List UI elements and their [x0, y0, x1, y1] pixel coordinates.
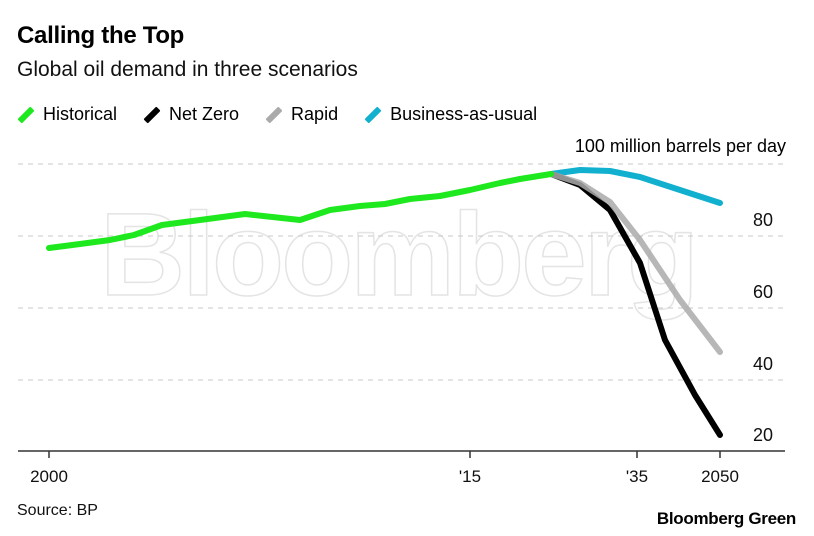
- gridlines: [18, 163, 785, 381]
- brand-logo: Bloomberg Green: [656, 509, 796, 528]
- rapid-line: [548, 171, 723, 355]
- legend-item-rapid: Rapid: [265, 104, 338, 125]
- x-tick-2000: 2000: [30, 467, 68, 486]
- legend-item-net-zero: Net Zero: [143, 104, 239, 125]
- business-as-usual-line: [548, 167, 723, 206]
- legend-label: Net Zero: [169, 104, 240, 124]
- chart-title: Calling the Top: [17, 22, 185, 49]
- y-tick-60: 60: [753, 282, 773, 302]
- historical-line: [46, 171, 554, 251]
- legend-label: Historical: [43, 104, 118, 124]
- legend-item-business-as-usual: Business-as-usual: [364, 104, 537, 125]
- chart-subtitle: Global oil demand in three scenarios: [17, 58, 358, 81]
- legend: Historical Net Zero Rapid Business-as-us…: [17, 104, 563, 125]
- source-note: Source: BP: [17, 502, 98, 519]
- legend-label: Rapid: [291, 104, 339, 124]
- y-axis-unit-label: 100 million barrels per day: [574, 136, 786, 156]
- x-tick-2035: '35: [626, 467, 648, 486]
- y-tick-40: 40: [753, 354, 773, 374]
- legend-label: Business-as-usual: [390, 104, 538, 124]
- y-tick-80: 80: [753, 210, 773, 230]
- x-tick-2050: 2050: [701, 467, 739, 486]
- y-tick-20: 20: [753, 425, 773, 445]
- x-axis-ticks: [48, 451, 721, 458]
- x-tick-2015: '15: [459, 467, 481, 486]
- legend-item-historical: Historical: [17, 104, 117, 125]
- watermark: Bloomberg: [100, 189, 696, 321]
